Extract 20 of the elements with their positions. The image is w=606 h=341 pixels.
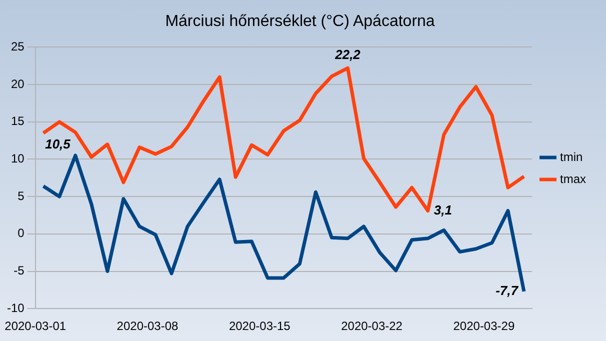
x-tick-label: 2020-03-08: [116, 319, 179, 334]
legend-label: tmin: [560, 150, 583, 164]
y-tick-label: 25: [10, 40, 25, 54]
y-tick-label: 15: [10, 114, 25, 128]
data-label: -7,7: [496, 283, 519, 298]
y-tick-label: 10: [10, 152, 25, 166]
y-tick-label: -10: [7, 300, 25, 315]
y-tick-label: 20: [10, 76, 25, 91]
chart-title: Márciusi hőmérséklet (°C) Apácatorna: [165, 13, 435, 30]
data-label: 10,5: [45, 136, 72, 152]
x-tick-label: 2020-03-22: [341, 319, 403, 334]
data-label: 3,1: [434, 202, 452, 218]
x-tick-label: 2020-03-15: [228, 319, 291, 334]
legend-label: tmax: [560, 172, 586, 186]
y-tick-label: -5: [14, 264, 25, 278]
x-tick-label: 2020-03-29: [453, 319, 515, 334]
data-label: 22,2: [334, 47, 362, 62]
x-tick-label: 2020-03-01: [4, 319, 66, 334]
y-tick-label: 5: [18, 188, 25, 203]
y-tick-label: 0: [18, 226, 25, 240]
